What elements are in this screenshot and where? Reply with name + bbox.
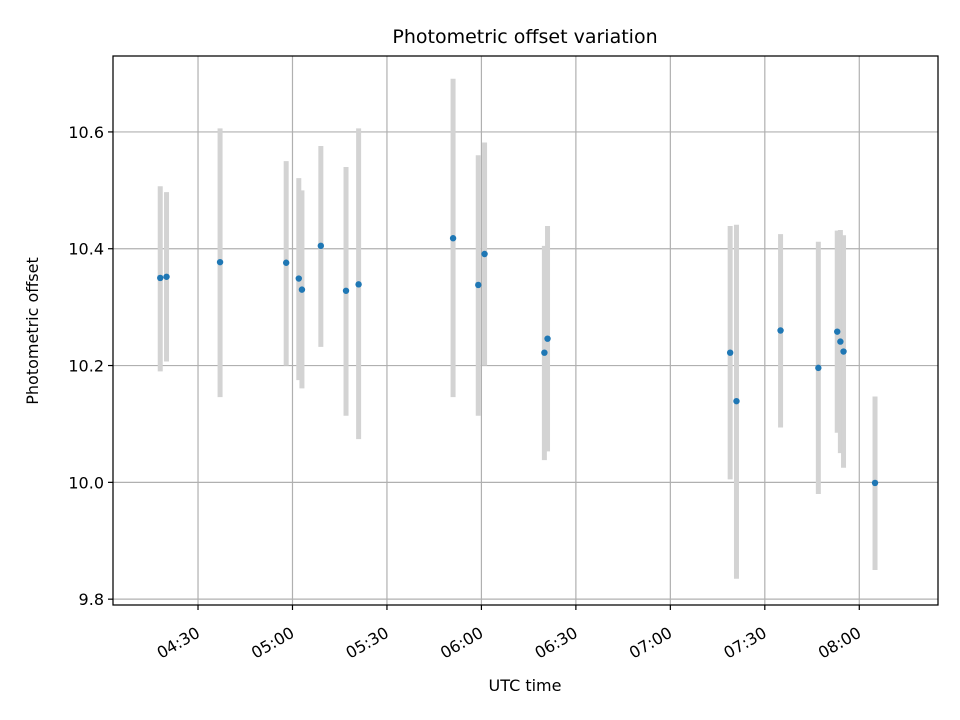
data-point bbox=[726, 349, 734, 356]
x-tick-label: 07:00 bbox=[626, 623, 675, 663]
x-axis-label: UTC time bbox=[489, 676, 562, 695]
data-point bbox=[541, 349, 548, 356]
chart-title: Photometric offset variation bbox=[392, 26, 657, 48]
data-point bbox=[837, 338, 844, 345]
data-point bbox=[216, 258, 224, 266]
y-tick-label: 10.2 bbox=[68, 357, 104, 376]
data-point bbox=[733, 397, 740, 405]
data-point bbox=[871, 479, 879, 487]
data-point bbox=[298, 286, 306, 293]
x-tick-label: 08:00 bbox=[815, 623, 864, 663]
x-tick-label: 06:00 bbox=[437, 623, 486, 663]
data-point bbox=[777, 327, 784, 334]
x-tick-label: 04:30 bbox=[154, 623, 203, 663]
x-tick-label: 05:00 bbox=[248, 623, 297, 663]
y-axis-label: Photometric offset bbox=[23, 257, 42, 405]
grid bbox=[113, 56, 938, 605]
data-point bbox=[163, 273, 170, 280]
y-tick-label: 10.0 bbox=[68, 473, 104, 492]
y-tick-label: 10.4 bbox=[68, 240, 104, 259]
x-tick-label: 06:30 bbox=[531, 623, 580, 663]
data-point bbox=[449, 235, 457, 242]
data-point bbox=[815, 364, 822, 372]
data-point bbox=[295, 275, 302, 282]
plot-frame bbox=[112, 55, 939, 606]
data-point bbox=[834, 328, 841, 335]
data-point bbox=[355, 281, 362, 288]
data-points bbox=[157, 235, 879, 487]
data-point bbox=[475, 281, 482, 289]
x-axis: 04:30 05:00 05:30 06:00 06:30 07:00 07:30 08:00 bbox=[154, 605, 864, 663]
data-point bbox=[317, 242, 325, 250]
data-point bbox=[282, 259, 290, 266]
data-point bbox=[157, 274, 164, 282]
x-tick-label: 05:30 bbox=[343, 623, 392, 663]
x-tick-label: 07:30 bbox=[720, 623, 769, 663]
error-bars bbox=[157, 78, 878, 579]
data-point bbox=[840, 348, 847, 355]
data-point bbox=[481, 250, 488, 258]
data-point bbox=[342, 287, 350, 294]
y-tick-label: 10.6 bbox=[68, 123, 104, 142]
y-tick-label: 9.8 bbox=[79, 590, 104, 609]
y-axis: 9.8 10.0 10.2 10.4 10.6 bbox=[68, 123, 113, 609]
data-point bbox=[544, 335, 551, 342]
